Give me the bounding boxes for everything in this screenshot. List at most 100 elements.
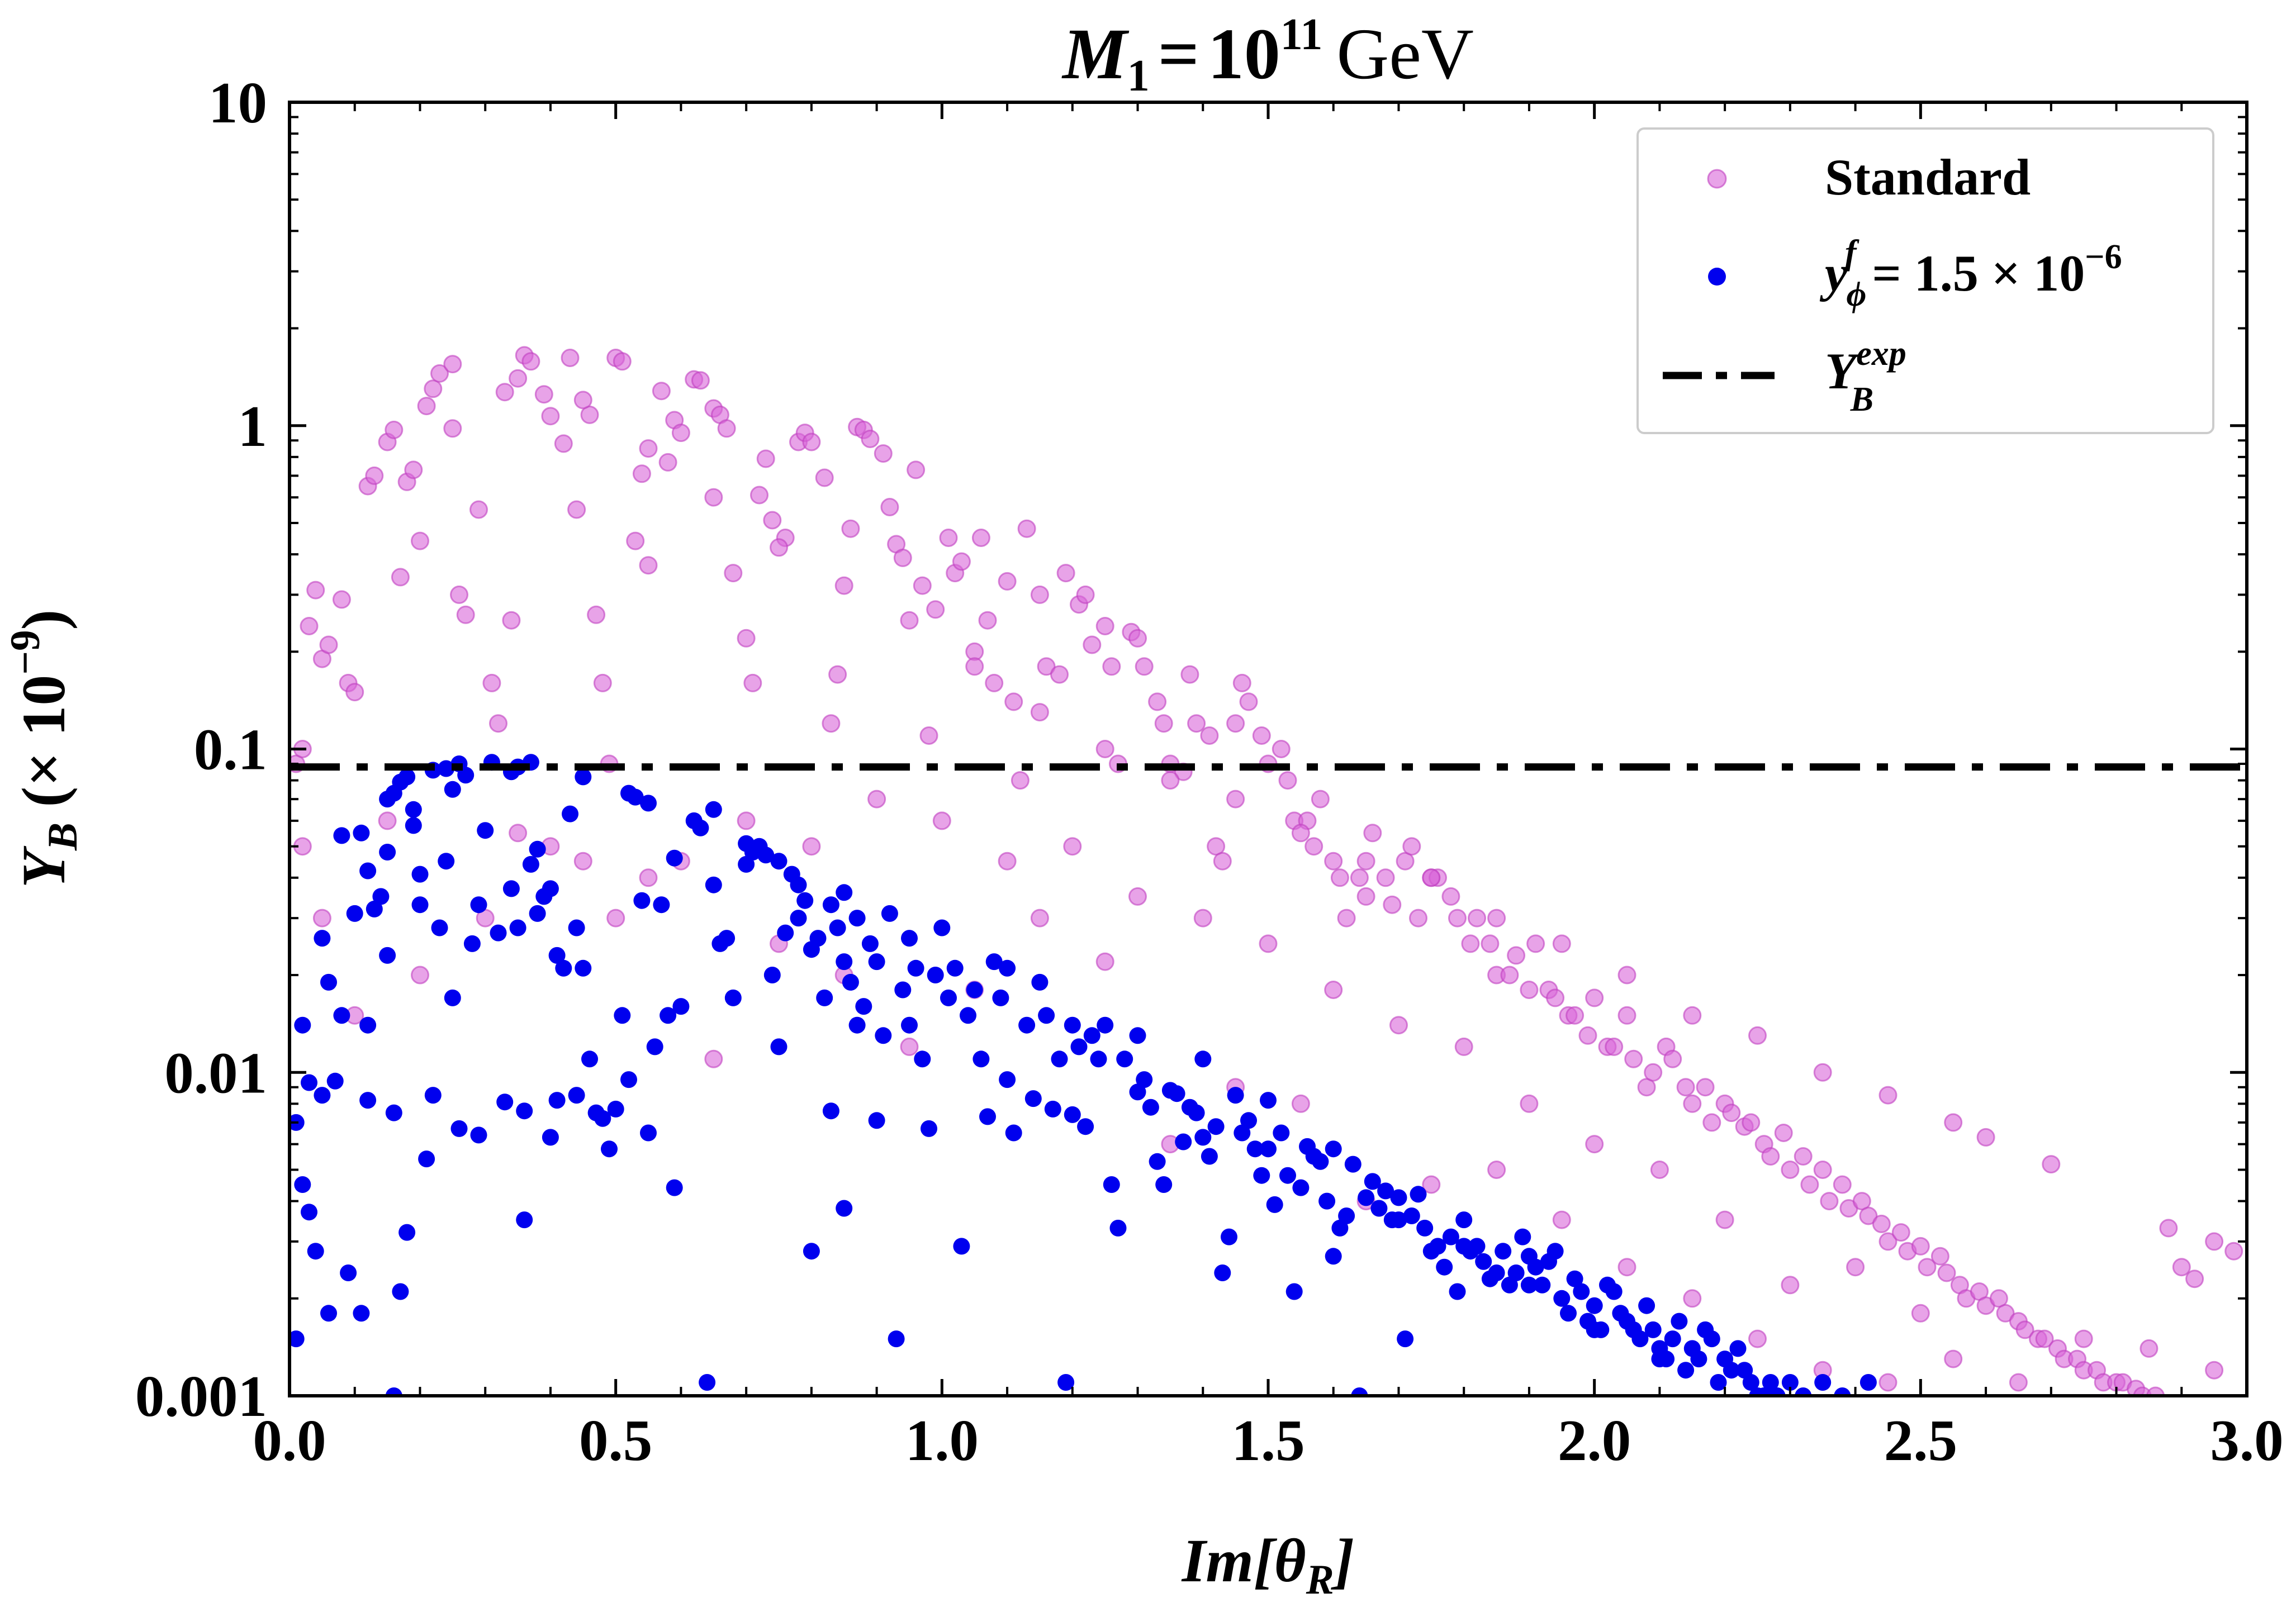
yukawa-point <box>1397 1330 1414 1348</box>
legend: Standard yf ϕ = 1.5 × 10−6 Yexp B <box>1636 127 2214 434</box>
yukawa-point <box>985 953 1003 971</box>
yukawa-point <box>320 1305 337 1322</box>
yukawa-point <box>333 827 350 844</box>
standard-point <box>1748 1026 1767 1045</box>
standard-point <box>1324 852 1343 871</box>
yukawa-point <box>542 880 559 897</box>
standard-point <box>1833 1175 1852 1194</box>
standard-point <box>1800 1175 1819 1194</box>
standard-point <box>2140 1339 2159 1358</box>
y-tick-label: 0.001 <box>135 1363 267 1429</box>
yukawa-point <box>1221 1228 1237 1245</box>
yukawa-point <box>405 801 422 818</box>
yukawa-point <box>1468 1238 1486 1255</box>
standard-point <box>1878 1232 1897 1251</box>
standard-point <box>1356 887 1375 906</box>
yukawa-point <box>653 896 670 914</box>
yukawa-point <box>757 847 775 864</box>
yukawa-point <box>1351 1387 1368 1396</box>
standard-point <box>312 909 331 928</box>
yukawa-point <box>927 967 944 983</box>
yukawa-point <box>470 1126 487 1144</box>
yukawa-point <box>1168 1085 1185 1102</box>
yukawa-point <box>1859 1374 1877 1391</box>
yukawa-point <box>868 953 885 971</box>
standard-point <box>1918 1258 1937 1277</box>
yukawa-point <box>568 1087 585 1104</box>
standard-point <box>1037 657 1056 676</box>
yukawa-point <box>933 919 951 936</box>
yukawa-point <box>594 1110 611 1127</box>
standard-point <box>926 600 945 619</box>
legend-marker-yukawa <box>1708 268 1726 286</box>
standard-point <box>2042 1155 2061 1174</box>
yukawa-point <box>1038 1007 1055 1024</box>
yukawa-point <box>372 888 390 905</box>
yukawa-point <box>444 781 461 798</box>
standard-point <box>639 556 658 575</box>
yukawa-point <box>1057 1374 1075 1391</box>
yukawa-point <box>1273 1124 1290 1142</box>
yukawa-point <box>803 1243 820 1260</box>
standard-point <box>1050 665 1069 684</box>
yukawa-point <box>979 1108 996 1125</box>
yukawa-point <box>326 1072 344 1090</box>
legend-marker-standard <box>1707 169 1727 189</box>
yukawa-point <box>1534 1276 1551 1294</box>
yukawa-point <box>548 1092 566 1109</box>
standard-point <box>1095 952 1114 971</box>
standard-point <box>626 531 645 550</box>
x-tick-label: 1.0 <box>905 1408 979 1473</box>
standard-point <box>1859 1206 1878 1225</box>
yukawa-point <box>1547 1243 1564 1260</box>
standard-point <box>509 824 528 843</box>
yukawa-point <box>1436 1258 1453 1276</box>
yukawa-point <box>314 1087 331 1104</box>
standard-point <box>1748 1329 1767 1348</box>
yukawa-point <box>1109 1219 1127 1237</box>
yukawa-point <box>836 1200 853 1217</box>
yukawa-point <box>699 1374 716 1391</box>
standard-point <box>417 397 436 416</box>
standard-point <box>1154 714 1173 733</box>
standard-point <box>900 1037 919 1056</box>
yukawa-point <box>1090 1050 1107 1068</box>
yukawa-point <box>1279 1167 1296 1184</box>
y-axis-title-exponent: −9 <box>2 630 49 674</box>
standard-point <box>900 611 919 630</box>
standard-point <box>998 852 1017 871</box>
standard-point <box>1878 1086 1897 1105</box>
standard-point <box>1239 692 1258 711</box>
standard-point <box>1063 837 1082 856</box>
yukawa-point <box>405 817 422 834</box>
yukawa-point <box>1260 1092 1277 1109</box>
standard-point <box>1409 909 1427 928</box>
yukawa-point <box>881 905 898 922</box>
standard-point <box>1213 852 1232 871</box>
yukawa-point <box>457 767 475 784</box>
yukawa-point <box>301 1204 317 1221</box>
standard-point <box>1226 714 1245 733</box>
standard-point <box>1976 1128 1995 1147</box>
yukawa-point <box>294 1016 311 1034</box>
standard-point <box>737 811 756 830</box>
yukawa-point <box>385 1104 402 1121</box>
standard-point <box>1128 629 1147 648</box>
yukawa-point <box>1083 1027 1100 1044</box>
legend-ybexp-subscript: B <box>1850 381 1873 419</box>
yukawa-point <box>1377 1182 1394 1200</box>
standard-point <box>763 511 782 530</box>
yukawa-point <box>353 1305 370 1322</box>
yukawa-point <box>1325 1248 1342 1265</box>
standard-point <box>1702 1113 1721 1132</box>
tick-layer: 0.0 0.5 1.0 1.5 2.0 2.5 3.0 0.001 0.01 0.1 1 10 <box>135 70 2284 1473</box>
standard-point <box>907 460 926 479</box>
standard-point <box>822 714 841 733</box>
y-axis-title-rest: (× 10 <box>10 675 78 822</box>
standard-point <box>770 538 788 557</box>
yukawa-point <box>633 892 651 909</box>
standard-point <box>1683 1094 1702 1113</box>
legend-label-yukawa: yf ϕ = 1.5 × 10−6 <box>1819 234 2122 313</box>
standard-point <box>1232 673 1251 692</box>
